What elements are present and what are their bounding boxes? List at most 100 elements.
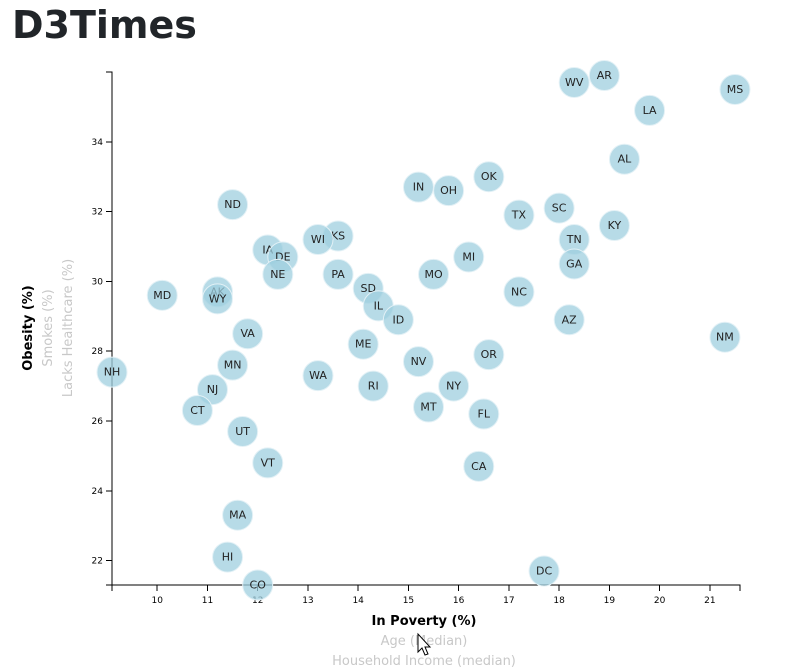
state-point-wa[interactable]: WA [302, 360, 334, 392]
x-tick-label: 14 [352, 596, 364, 606]
x-axis-label-2[interactable]: Household Income (median) [332, 654, 516, 668]
state-circle[interactable] [588, 59, 620, 91]
state-point-al[interactable]: AL [608, 143, 640, 175]
x-tick-label: 21 [704, 596, 715, 606]
state-circle[interactable] [262, 258, 294, 290]
state-circle[interactable] [453, 241, 485, 273]
state-circle[interactable] [558, 248, 590, 280]
state-point-dc[interactable]: DC [528, 555, 560, 587]
state-point-ar[interactable]: AR [588, 59, 620, 91]
state-point-ky[interactable]: KY [598, 210, 630, 242]
state-circle[interactable] [413, 391, 445, 423]
state-circle[interactable] [402, 346, 434, 378]
state-point-va[interactable]: VA [232, 318, 264, 350]
state-circle[interactable] [202, 283, 234, 315]
state-label: MN [224, 359, 242, 372]
state-point-or[interactable]: OR [473, 339, 505, 371]
state-point-ut[interactable]: UT [227, 415, 259, 447]
state-point-mt[interactable]: MT [413, 391, 445, 423]
state-circle[interactable] [252, 447, 284, 479]
state-circle[interactable] [598, 210, 630, 242]
state-point-ny[interactable]: NY [438, 370, 470, 402]
y-tick-label: 34 [92, 138, 104, 148]
state-point-co[interactable]: CO [242, 569, 274, 601]
state-circle[interactable] [473, 339, 505, 371]
state-point-md[interactable]: MD [146, 279, 178, 311]
state-circle[interactable] [347, 328, 379, 360]
state-point-id[interactable]: ID [382, 304, 414, 336]
state-point-ga[interactable]: GA [558, 248, 590, 280]
state-circle[interactable] [146, 279, 178, 311]
state-point-tx[interactable]: TX [503, 199, 535, 231]
state-point-hi[interactable]: HI [212, 541, 244, 573]
state-circle[interactable] [543, 192, 575, 224]
state-circle[interactable] [709, 321, 741, 353]
state-point-fl[interactable]: FL [468, 398, 500, 430]
state-point-in[interactable]: IN [402, 171, 434, 203]
state-circle[interactable] [217, 189, 249, 221]
state-point-tn[interactable]: TN [558, 224, 590, 256]
state-circle[interactable] [302, 224, 334, 256]
state-circle[interactable] [357, 370, 389, 402]
state-point-wi[interactable]: WI [302, 224, 334, 256]
state-circle[interactable] [528, 555, 560, 587]
state-circle[interactable] [608, 143, 640, 175]
state-point-ma[interactable]: MA [222, 499, 254, 531]
state-point-ne[interactable]: NE [262, 258, 294, 290]
state-circle[interactable] [438, 370, 470, 402]
state-point-az[interactable]: AZ [553, 304, 585, 336]
state-circle[interactable] [217, 349, 249, 381]
state-point-la[interactable]: LA [634, 94, 666, 126]
state-circle[interactable] [402, 171, 434, 203]
state-circle[interactable] [433, 175, 465, 207]
state-point-wv[interactable]: WV [558, 66, 590, 98]
state-point-ms[interactable]: MS [719, 73, 751, 105]
state-point-ri[interactable]: RI [357, 370, 389, 402]
state-circle[interactable] [222, 499, 254, 531]
state-label: CO [250, 579, 267, 592]
state-point-ca[interactable]: CA [463, 450, 495, 482]
state-label: WI [311, 233, 325, 246]
state-point-nm[interactable]: NM [709, 321, 741, 353]
state-point-nv[interactable]: NV [402, 346, 434, 378]
state-point-oh[interactable]: OH [433, 175, 465, 207]
state-point-ok[interactable]: OK [473, 161, 505, 193]
state-point-sc[interactable]: SC [543, 192, 575, 224]
state-circle[interactable] [212, 541, 244, 573]
state-circle[interactable] [558, 66, 590, 98]
state-circle[interactable] [634, 94, 666, 126]
state-point-mi[interactable]: MI [453, 241, 485, 273]
state-circle[interactable] [242, 569, 274, 601]
state-circle[interactable] [418, 258, 450, 290]
state-circle[interactable] [382, 304, 414, 336]
state-point-nd[interactable]: ND [217, 189, 249, 221]
state-circle[interactable] [503, 276, 535, 308]
state-circle[interactable] [463, 450, 495, 482]
state-point-me[interactable]: ME [347, 328, 379, 360]
state-label: IL [374, 299, 384, 312]
y-axis-label-0[interactable]: Obesity (%) [21, 285, 36, 371]
state-circle[interactable] [96, 356, 128, 388]
state-point-vt[interactable]: VT [252, 447, 284, 479]
state-point-nc[interactable]: NC [503, 276, 535, 308]
state-circle[interactable] [302, 360, 334, 392]
state-circle[interactable] [468, 398, 500, 430]
state-circle[interactable] [719, 73, 751, 105]
state-point-ct[interactable]: CT [181, 395, 213, 427]
state-circle[interactable] [503, 199, 535, 231]
state-point-mo[interactable]: MO [418, 258, 450, 290]
state-circle[interactable] [473, 161, 505, 193]
state-circle[interactable] [232, 318, 264, 350]
state-point-mn[interactable]: MN [217, 349, 249, 381]
state-label: ID [393, 313, 405, 326]
x-axis-label-0[interactable]: In Poverty (%) [372, 614, 477, 629]
y-axis-label-1[interactable]: Smokes (%) [41, 289, 56, 366]
state-point-wy[interactable]: WY [202, 283, 234, 315]
y-axis-label-2[interactable]: Lacks Healthcare (%) [61, 259, 76, 397]
state-point-pa[interactable]: PA [322, 258, 354, 290]
state-point-nh[interactable]: NH [96, 356, 128, 388]
state-circle[interactable] [181, 395, 213, 427]
state-circle[interactable] [553, 304, 585, 336]
state-circle[interactable] [322, 258, 354, 290]
state-circle[interactable] [227, 415, 259, 447]
